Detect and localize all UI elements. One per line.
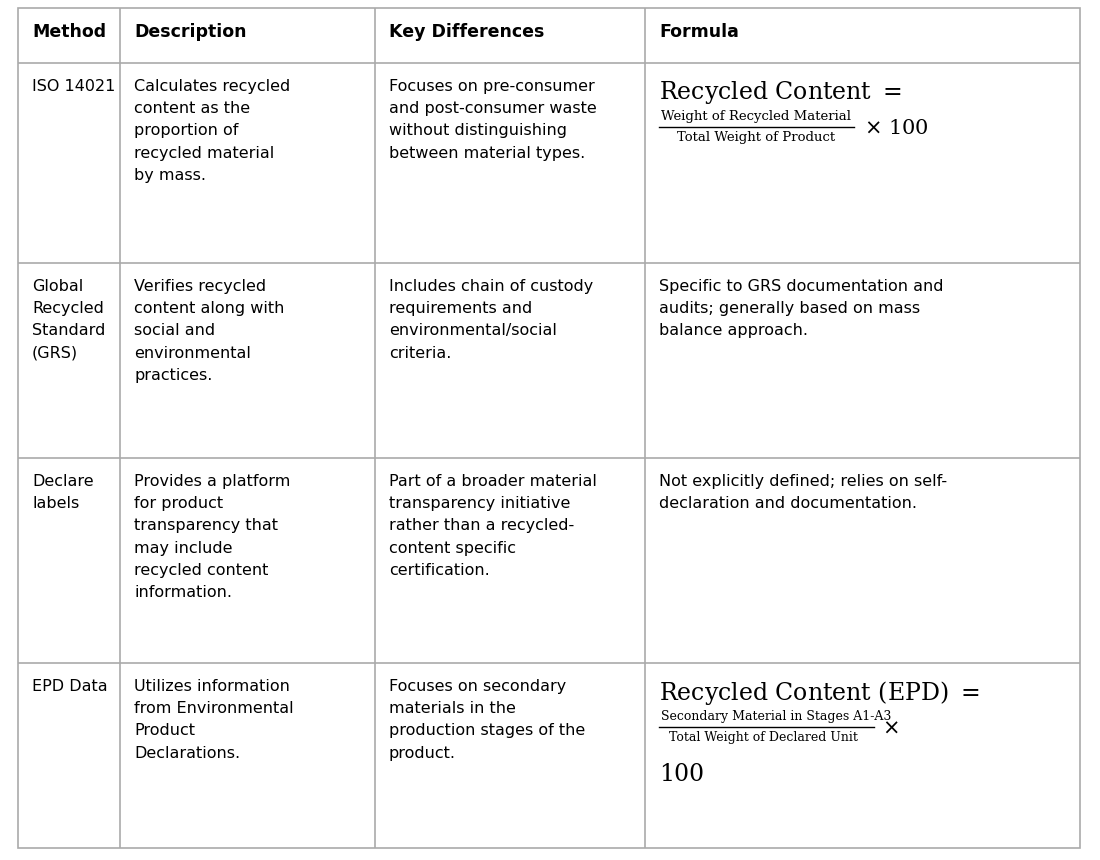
Text: $\times$: $\times$ <box>882 718 899 738</box>
Text: Recycled Content (EPD) $=$: Recycled Content (EPD) $=$ <box>659 679 980 707</box>
Text: Provides a platform
for product
transparency that
may include
recycled content
i: Provides a platform for product transpar… <box>134 474 290 600</box>
Text: Specific to GRS documentation and
audits; generally based on mass
balance approa: Specific to GRS documentation and audits… <box>659 279 944 338</box>
Text: Secondary Material in Stages A1-A3: Secondary Material in Stages A1-A3 <box>661 710 891 723</box>
Text: 100: 100 <box>659 763 704 786</box>
Text: ISO 14021: ISO 14021 <box>32 79 116 94</box>
Text: Weight of Recycled Material: Weight of Recycled Material <box>661 110 851 123</box>
Text: Recycled Content $=$: Recycled Content $=$ <box>659 79 902 106</box>
Text: Formula: Formula <box>659 23 739 41</box>
Text: Total Weight of Product: Total Weight of Product <box>676 131 835 144</box>
Text: Declare
labels: Declare labels <box>32 474 94 511</box>
Text: Global
Recycled
Standard
(GRS): Global Recycled Standard (GRS) <box>32 279 106 360</box>
Text: $\times$ 100: $\times$ 100 <box>864 119 928 138</box>
Text: Calculates recycled
content as the
proportion of
recycled material
by mass.: Calculates recycled content as the propo… <box>134 79 290 183</box>
Text: Includes chain of custody
requirements and
environmental/social
criteria.: Includes chain of custody requirements a… <box>389 279 593 360</box>
Text: Utilizes information
from Environmental
Product
Declarations.: Utilizes information from Environmental … <box>134 679 294 760</box>
Text: EPD Data: EPD Data <box>32 679 108 694</box>
Text: Focuses on secondary
materials in the
production stages of the
product.: Focuses on secondary materials in the pr… <box>389 679 585 760</box>
Text: Key Differences: Key Differences <box>389 23 544 41</box>
Text: Not explicitly defined; relies on self-
declaration and documentation.: Not explicitly defined; relies on self- … <box>659 474 947 511</box>
Text: Part of a broader material
transparency initiative
rather than a recycled-
conte: Part of a broader material transparency … <box>389 474 597 578</box>
Text: Total Weight of Declared Unit: Total Weight of Declared Unit <box>669 731 858 744</box>
Text: Verifies recycled
content along with
social and
environmental
practices.: Verifies recycled content along with soc… <box>134 279 285 383</box>
Text: Focuses on pre-consumer
and post-consumer waste
without distinguishing
between m: Focuses on pre-consumer and post-consume… <box>389 79 596 161</box>
Text: Method: Method <box>32 23 106 41</box>
Text: Description: Description <box>134 23 246 41</box>
